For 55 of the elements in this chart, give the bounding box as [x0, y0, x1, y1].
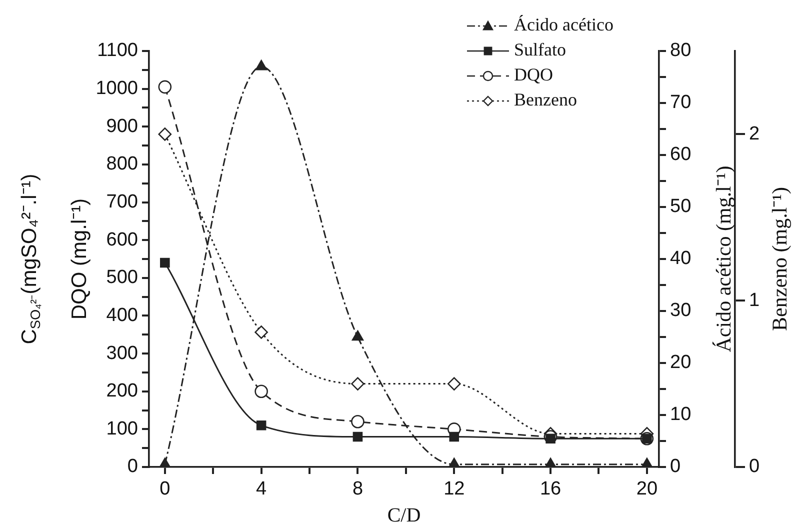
- point: [351, 377, 364, 390]
- y2-tick-label: 40: [670, 248, 692, 270]
- x-tick-label: 16: [540, 478, 562, 500]
- y2-axis-title: Ácido acético (mg.l⁻¹): [712, 166, 736, 352]
- point: [351, 414, 364, 428]
- point: [448, 458, 460, 467]
- point: [158, 80, 172, 94]
- point: [256, 420, 266, 430]
- y3-axis-title: Benzeno (mg.l⁻¹): [768, 187, 792, 331]
- y2-tick-label: 80: [670, 40, 692, 62]
- point: [449, 432, 460, 442]
- point: [255, 60, 268, 70]
- x-tick-label: 4: [256, 478, 268, 500]
- y2-tick-label: 0: [670, 456, 681, 478]
- legend-label: Benzeno: [514, 90, 577, 110]
- legend-label: Sulfato: [514, 40, 566, 60]
- y2-tick-label: 20: [670, 352, 692, 374]
- y-tick-label: 1100: [97, 40, 138, 62]
- text: CSO₄²⁻(mgSO₄²⁻.l⁻¹) DQO (mg.l⁻¹): [18, 174, 91, 344]
- y-tick-label: 100: [106, 418, 138, 440]
- point: [352, 330, 364, 341]
- y-tick-label: 200: [106, 380, 138, 402]
- point: [254, 384, 268, 398]
- y-tick-label: 0: [127, 456, 138, 478]
- y2-tick-label: 50: [670, 196, 692, 218]
- point: [544, 458, 556, 467]
- y2-tick-label: 70: [670, 92, 692, 114]
- point: [158, 128, 172, 141]
- point: [254, 326, 268, 339]
- y-tick-label: 1000: [96, 78, 138, 100]
- y2-tick-label: 60: [670, 144, 692, 166]
- legend-label: DQO: [514, 64, 553, 85]
- legend-label: Ácido acético: [514, 14, 614, 35]
- x-tick-label: 8: [352, 478, 364, 500]
- y-tick-label: 800: [106, 154, 138, 175]
- y-tick-label: 600: [106, 229, 138, 250]
- y3-tick-label: 1: [749, 290, 760, 311]
- y3-tick-label: 2: [749, 123, 760, 144]
- y-tick-label: 700: [106, 192, 138, 213]
- y-tick-label: 500: [106, 267, 138, 288]
- x-axis-title: C/D: [387, 504, 421, 526]
- x-tick-label: 0: [160, 478, 170, 500]
- y3-tick-label: 0: [749, 456, 760, 478]
- y-tick-label: 400: [106, 304, 138, 326]
- y-tick-label: 900: [106, 116, 138, 137]
- point: [352, 432, 363, 442]
- point: [447, 377, 461, 390]
- x-tick-label: 12: [444, 478, 465, 500]
- point: [641, 458, 653, 467]
- point: [159, 458, 171, 467]
- y-tick-label: 300: [106, 342, 138, 364]
- y2-tick-label: 10: [670, 404, 692, 426]
- y2-tick-label: 30: [670, 300, 692, 322]
- x-tick-label: 20: [636, 478, 658, 500]
- point: [160, 258, 170, 268]
